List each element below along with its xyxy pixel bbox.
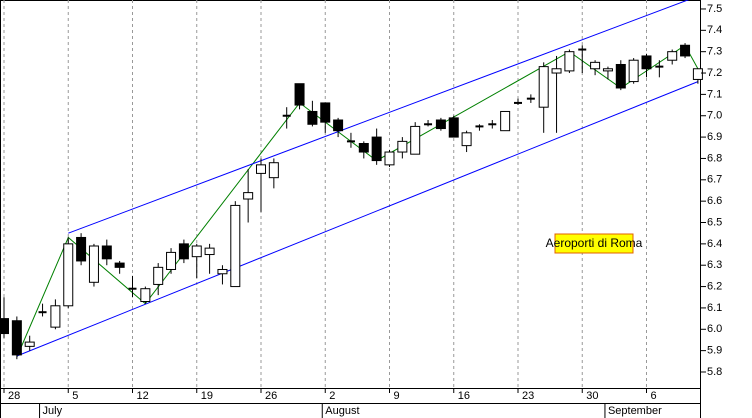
candle-body xyxy=(101,245,112,260)
y-tick-label: 6.6 xyxy=(707,195,722,207)
annotation: Aeroporti di Roma xyxy=(546,236,643,250)
x-tick-label: 23 xyxy=(522,390,534,402)
month-label: September xyxy=(608,405,662,417)
candle-body xyxy=(11,320,22,356)
y-tick-label: 7.4 xyxy=(707,24,722,36)
candle-body xyxy=(358,142,369,153)
candle-body xyxy=(88,245,99,283)
candle-body xyxy=(0,318,9,335)
candle-body xyxy=(153,266,164,285)
candle-body xyxy=(114,262,125,268)
candle-body xyxy=(140,288,151,303)
y-tick-label: 6.3 xyxy=(707,259,722,271)
candle-body xyxy=(76,236,87,262)
candle-body xyxy=(256,164,266,174)
candle-body xyxy=(50,305,61,328)
x-tick-label: 19 xyxy=(201,390,213,402)
month-label: July xyxy=(43,405,63,417)
candle-body xyxy=(435,119,446,130)
y-tick-label: 6.4 xyxy=(707,238,722,250)
candle-body xyxy=(217,268,228,275)
y-tick-label: 6.9 xyxy=(707,131,722,143)
y-tick-label: 7.0 xyxy=(707,110,722,122)
x-tick-label: 6 xyxy=(651,390,657,402)
candle-body xyxy=(307,110,318,125)
candle-body xyxy=(294,83,305,106)
y-tick-label: 6.0 xyxy=(707,323,722,335)
candle-body xyxy=(461,132,472,147)
candle-body xyxy=(590,61,601,70)
candle-body xyxy=(628,59,639,83)
x-tick-label: 2 xyxy=(329,390,335,402)
candle-body xyxy=(204,247,215,256)
x-tick-label: 12 xyxy=(137,390,149,402)
candle-body xyxy=(230,204,241,288)
y-tick-label: 7.5 xyxy=(707,3,722,15)
y-tick-label: 7.1 xyxy=(707,88,722,100)
candle-body xyxy=(538,66,549,108)
candle-body xyxy=(410,125,421,155)
x-tick-label: 9 xyxy=(394,390,400,402)
candle-body xyxy=(268,162,279,179)
y-tick-label: 7.3 xyxy=(707,46,722,58)
candle-body xyxy=(320,102,331,123)
candle-body xyxy=(24,341,35,347)
y-tick-label: 6.1 xyxy=(707,302,722,314)
y-tick-label: 7.2 xyxy=(707,67,722,79)
month-label: August xyxy=(325,405,359,417)
candle-body xyxy=(448,117,459,138)
candle-body xyxy=(551,68,562,74)
x-tick-label: 28 xyxy=(8,390,20,402)
candle-body xyxy=(384,151,395,166)
y-tick-label: 6.7 xyxy=(707,174,722,186)
annotation-box xyxy=(554,233,634,254)
candle-body xyxy=(564,51,575,72)
candle-body xyxy=(615,63,626,89)
y-tick-label: 5.8 xyxy=(707,366,722,378)
candle-body xyxy=(166,251,177,270)
candle-body xyxy=(500,110,511,132)
trend-line xyxy=(16,81,699,357)
x-tick-label: 30 xyxy=(586,390,598,402)
candle-body xyxy=(641,55,652,70)
y-tick-label: 6.8 xyxy=(707,152,722,164)
trend-line xyxy=(68,0,690,234)
y-tick-label: 6.2 xyxy=(707,280,722,292)
y-tick-label: 6.5 xyxy=(707,216,722,228)
candle-body xyxy=(333,119,344,132)
candle-body xyxy=(667,51,678,61)
candle-body xyxy=(602,68,613,72)
candle-body xyxy=(178,243,189,260)
x-tick-label: 26 xyxy=(265,390,277,402)
candle-body xyxy=(680,44,691,57)
candle-body xyxy=(397,140,408,153)
candle-body xyxy=(191,245,202,258)
x-tick-label: 5 xyxy=(72,390,78,402)
plot-frame xyxy=(0,0,701,389)
x-tick-label: 16 xyxy=(458,390,470,402)
candle-body xyxy=(63,243,74,307)
candle-body xyxy=(243,192,254,200)
y-tick-label: 5.9 xyxy=(707,345,722,357)
candle-body xyxy=(692,68,703,80)
candle-body xyxy=(371,136,382,162)
